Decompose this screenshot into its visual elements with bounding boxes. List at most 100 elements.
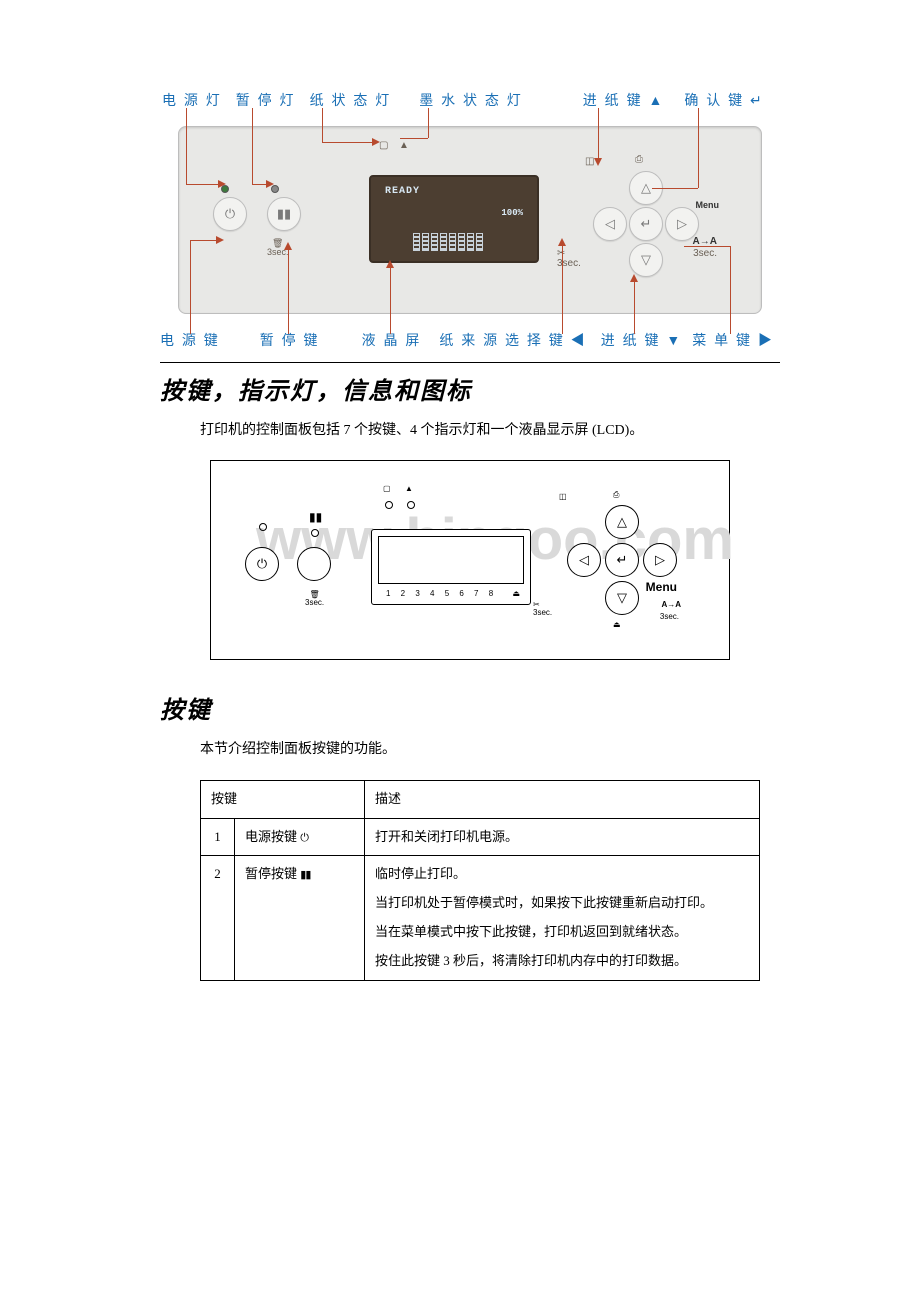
desc-gap: [375, 885, 749, 893]
label-feed-up: 进 纸 键 ▲: [583, 90, 665, 110]
lcd-numbers: 1 2 3 4 5 6 7 8: [386, 590, 497, 598]
callout: [634, 282, 635, 334]
dpad-down[interactable]: ▽: [605, 581, 639, 615]
dpad-enter[interactable]: ↵: [629, 207, 663, 241]
label-source-btn: 纸 来 源 选 择 键 ◀: [439, 330, 586, 350]
led-dot: [385, 501, 393, 509]
pause-button[interactable]: ▮▮: [267, 197, 301, 231]
callout: [562, 246, 563, 334]
dpad-group: ⎙ ◫ △ ◁ ↵ ▷ ▽ Menu A→A 3sec. ✂3sec. ⏏: [557, 505, 687, 625]
arrowhead-icon: [266, 180, 274, 188]
desc-gap: [375, 943, 749, 951]
menu-label: Menu: [646, 581, 677, 593]
pause-mini-icon: ▮▮: [309, 511, 322, 523]
callout: [684, 246, 730, 247]
callout: [730, 246, 731, 334]
figure-labeled-panel: 电 源 灯 暂 停 灯 纸 状 态 灯 墨 水 状 态 灯 进 纸 键 ▲ 确 …: [160, 90, 780, 350]
label-feed-down: 进 纸 键 ▼: [601, 330, 683, 350]
lcd-ink-bars: [413, 233, 483, 251]
lcd-screen: 1 2 3 4 5 6 7 8 ⏏: [371, 529, 531, 605]
label-pause-led: 暂 停 灯: [236, 90, 296, 110]
lcd-inner: [378, 536, 524, 584]
label-ink-led: 墨 水 状 态 灯: [419, 90, 523, 110]
desc-line: 打开和关闭打印机电源。: [375, 829, 518, 844]
paper-mini-icon: ▢: [379, 141, 388, 151]
label-confirm: 确 认 键 ↵: [684, 90, 763, 110]
callout: [428, 108, 429, 138]
label-menu-btn: 菜 单 键 ▶: [692, 330, 774, 350]
callout: [190, 240, 216, 241]
scissors-icon: ✂3sec.: [557, 249, 581, 269]
feed-icon: ⎙: [635, 155, 643, 165]
dpad-up[interactable]: △: [605, 505, 639, 539]
arrowhead-icon: [218, 180, 226, 188]
buttons-table: 按键 描述 1电源按键 ⏻打开和关闭打印机电源。2暂停按键 ▮▮临时停止打印。当…: [200, 780, 760, 981]
callout: [186, 184, 218, 185]
section1-paragraph: 打印机的控制面板包括 7 个按键、4 个指示灯和一个液晶显示屏 (LCD)。: [200, 420, 720, 442]
scissors-icon: ✂3sec.: [533, 601, 552, 617]
power-button[interactable]: ⏻: [245, 547, 279, 581]
callout: [698, 108, 699, 188]
trash-icon: 🗑3sec.: [305, 591, 324, 607]
lcd-line2: 100%: [501, 209, 523, 218]
left-button-group: ⏻ ▮▮ 🗑3sec.: [213, 197, 301, 231]
separator: [160, 362, 780, 363]
desc-line: 临时停止打印。: [375, 866, 466, 881]
section2-paragraph: 本节介绍控制面板按键的功能。: [200, 739, 720, 761]
dpad-enter[interactable]: ↵: [605, 543, 639, 577]
dpad-right[interactable]: ▷: [643, 543, 677, 577]
callout: [190, 240, 191, 334]
col-head-desc: 描述: [365, 780, 760, 818]
pause-button[interactable]: [297, 547, 331, 581]
callout: [652, 188, 698, 189]
button-desc: 打开和关闭打印机电源。: [365, 818, 760, 856]
desc-line: 按住此按键 3 秒后，将清除打印机内存中的打印数据。: [375, 953, 687, 968]
callout: [598, 108, 599, 158]
aa-sec: 3sec.: [693, 249, 717, 259]
roll-mini-icon: ◫: [559, 493, 567, 501]
callout: [252, 108, 253, 184]
dpad-left[interactable]: ◁: [567, 543, 601, 577]
desc-gap: [375, 914, 749, 922]
button-name: 暂停按键 ▮▮: [235, 856, 365, 980]
row-number: 1: [201, 818, 235, 856]
led-dot: [259, 523, 267, 531]
button-icon: ▮▮: [300, 869, 310, 881]
figure1-top-labels: 电 源 灯 暂 停 灯 纸 状 态 灯 墨 水 状 态 灯 进 纸 键 ▲ 确 …: [160, 90, 780, 110]
desc-line: 当打印机处于暂停模式时，如果按下此按键重新启动打印。: [375, 895, 713, 910]
arrowhead-icon: [594, 158, 602, 166]
callout: [186, 108, 187, 184]
section-heading-2: 按键: [160, 690, 780, 725]
power-button[interactable]: ⏻: [213, 197, 247, 231]
section-heading-1: 按键，指示灯，信息和图标: [160, 371, 780, 406]
table-head-row: 按键 描述: [201, 780, 760, 818]
led-dot: [311, 529, 319, 537]
arrowhead-icon: [284, 242, 292, 250]
arrowhead-icon: [558, 238, 566, 246]
led-dot: [407, 501, 415, 509]
document-page: 电 源 灯 暂 停 灯 纸 状 态 灯 墨 水 状 态 灯 进 纸 键 ▲ 确 …: [0, 0, 920, 1061]
button-desc: 临时停止打印。当打印机处于暂停模式时，如果按下此按键重新启动打印。当在菜单模式中…: [365, 856, 760, 980]
callout: [400, 138, 428, 139]
callout: [322, 142, 372, 143]
figure1-bottom-labels: 电 源 键 暂 停 键 液 晶 屏 纸 来 源 选 择 键 ◀ 进 纸 键 ▼ …: [160, 330, 780, 350]
desc-line: 当在菜单模式中按下此按键，打印机返回到就绪状态。: [375, 924, 687, 939]
table-row: 2暂停按键 ▮▮临时停止打印。当打印机处于暂停模式时，如果按下此按键重新启动打印…: [201, 856, 760, 980]
aa-label: A→A: [661, 601, 681, 609]
label-pause-btn: 暂 停 键: [260, 330, 320, 350]
label-power-led: 电 源 灯: [162, 90, 222, 110]
arrowhead-icon: [216, 236, 224, 244]
button-icon: ⏻: [300, 832, 308, 844]
paper-mini-icon: ▢: [383, 485, 391, 493]
callout: [288, 250, 289, 334]
callout: [322, 108, 323, 142]
eject-mini-icon: ⏏: [512, 590, 520, 598]
callout: [252, 184, 266, 185]
arrowhead-icon: [372, 138, 380, 146]
figure-lineart-panel: www.bingoo.com ▢ ▲ ▮▮ ⏻ 🗑3sec. 1 2 3 4 5…: [210, 460, 730, 660]
label-lcd: 液 晶 屏: [362, 330, 422, 350]
panel-body: ▢ ▲ ⏻ ▮▮ 🗑3sec. READY 100% ⎙ △ ◁ ↵: [178, 126, 762, 314]
dpad-down[interactable]: ▽: [629, 243, 663, 277]
dpad-left[interactable]: ◁: [593, 207, 627, 241]
feed-icon: ⎙: [613, 491, 619, 499]
